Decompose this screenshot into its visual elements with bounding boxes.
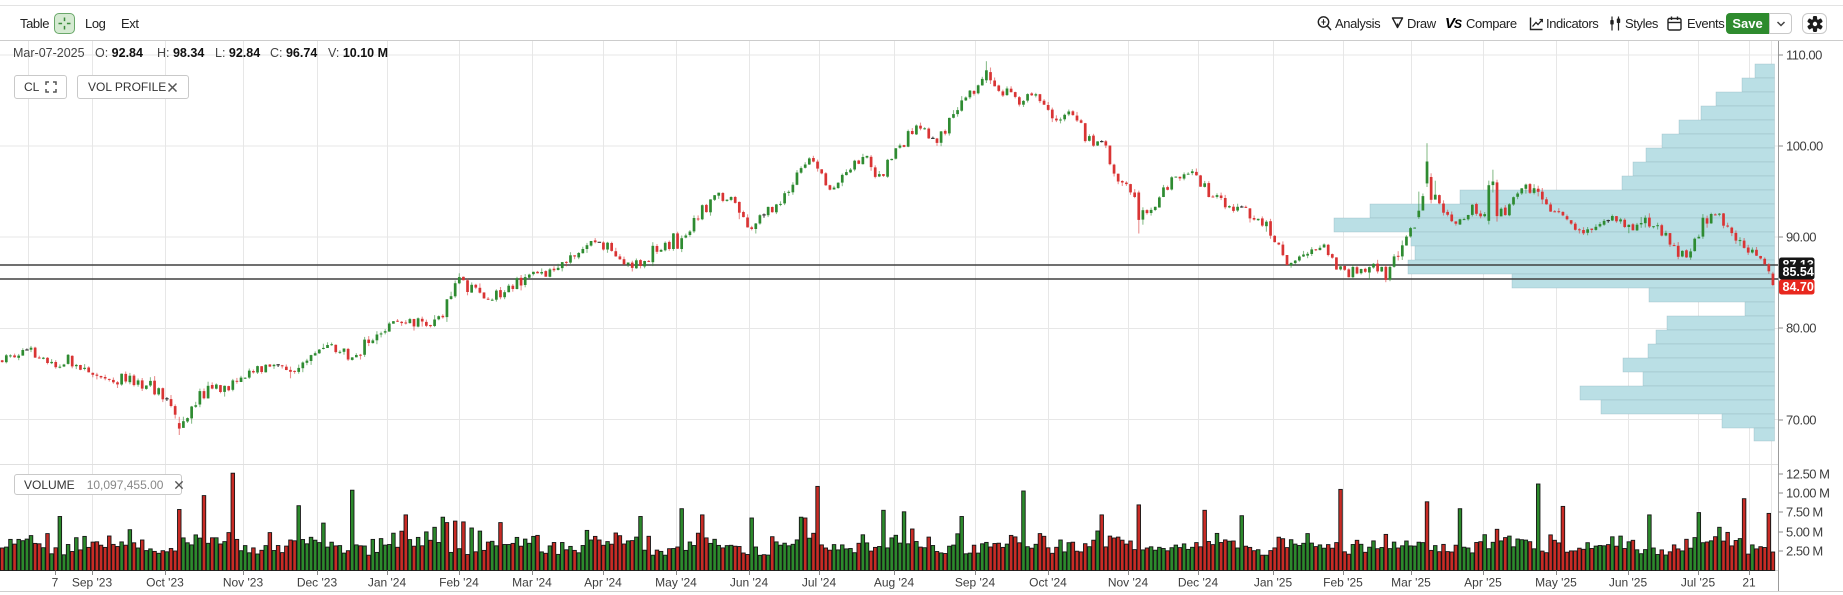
svg-text:110.00: 110.00 xyxy=(1786,48,1822,63)
svg-text:90.00: 90.00 xyxy=(1786,230,1816,245)
svg-text:Jan '25: Jan '25 xyxy=(1254,576,1293,590)
svg-text:Oct '24: Oct '24 xyxy=(1029,576,1067,590)
svg-text:Dec '23: Dec '23 xyxy=(297,576,338,590)
svg-text:May '24: May '24 xyxy=(655,576,697,590)
svg-text:7: 7 xyxy=(52,576,59,590)
svg-text:70.00: 70.00 xyxy=(1786,413,1816,428)
svg-text:Oct '23: Oct '23 xyxy=(146,576,184,590)
svg-text:Apr '24: Apr '24 xyxy=(584,576,622,590)
svg-text:Dec '24: Dec '24 xyxy=(1178,576,1219,590)
svg-text:Sep '23: Sep '23 xyxy=(72,576,113,590)
svg-text:May '25: May '25 xyxy=(1535,576,1577,590)
svg-text:Mar '25: Mar '25 xyxy=(1391,576,1431,590)
svg-text:Feb '25: Feb '25 xyxy=(1323,576,1363,590)
svg-text:80.00: 80.00 xyxy=(1786,321,1816,336)
svg-text:84.70: 84.70 xyxy=(1783,280,1814,294)
svg-text:Jun '25: Jun '25 xyxy=(1609,576,1648,590)
svg-text:2.50 M: 2.50 M xyxy=(1786,544,1823,559)
svg-text:Feb '24: Feb '24 xyxy=(439,576,479,590)
svg-text:Jan '24: Jan '24 xyxy=(368,576,407,590)
svg-text:Nov '24: Nov '24 xyxy=(1108,576,1149,590)
svg-text:Sep '24: Sep '24 xyxy=(955,576,996,590)
svg-text:12.50 M: 12.50 M xyxy=(1786,467,1829,482)
svg-text:100.00: 100.00 xyxy=(1786,139,1823,154)
svg-text:Aug '24: Aug '24 xyxy=(874,576,915,590)
svg-text:85.54: 85.54 xyxy=(1783,265,1814,279)
svg-text:10.00 M: 10.00 M xyxy=(1786,486,1829,501)
svg-text:Jul '25: Jul '25 xyxy=(1681,576,1716,590)
svg-text:Nov '23: Nov '23 xyxy=(223,576,264,590)
svg-text:Mar '24: Mar '24 xyxy=(512,576,552,590)
svg-text:5.00 M: 5.00 M xyxy=(1786,525,1823,540)
svg-text:Jul '24: Jul '24 xyxy=(802,576,837,590)
svg-text:21: 21 xyxy=(1742,576,1756,590)
svg-text:Jun '24: Jun '24 xyxy=(730,576,769,590)
svg-text:7.50 M: 7.50 M xyxy=(1786,505,1823,520)
svg-text:Apr '25: Apr '25 xyxy=(1464,576,1502,590)
